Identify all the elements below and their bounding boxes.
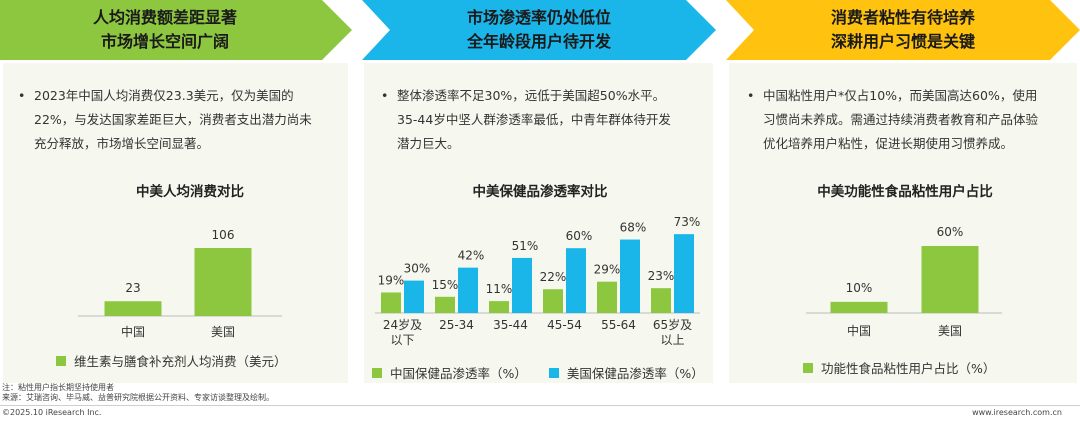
footer-copyright: ©2025.10 iResearch Inc. [2, 408, 102, 417]
bar-us-45-54 [566, 248, 586, 313]
x-tick-label: 55-64 [601, 318, 636, 332]
section-3-bullet-line-2: 习惯尚未养成。需通过持续消费者教育和产品体验 [763, 112, 1039, 127]
chart-3-title: 中美功能性食品粘性用户占比 [817, 184, 993, 200]
value-label: 10% [846, 281, 873, 295]
value-label: 23 [125, 281, 140, 295]
us-value-label: 51% [512, 239, 539, 253]
footer-note-1: 注：粘性用户指长期坚持使用者 [2, 383, 114, 392]
chart-3-legend-label: 功能性食品粘性用户占比（%） [821, 361, 996, 376]
us-value-label: 42% [458, 249, 485, 263]
legend-swatch-green [56, 355, 66, 366]
china-value-label: 23% [648, 269, 675, 283]
chart-3-legend: 功能性食品粘性用户占比（%） [803, 358, 995, 377]
section-3-bullet-line-3: 优化培养用户粘性，促进长期使用习惯养成。 [763, 136, 1014, 151]
bullet-dot: • [18, 88, 26, 103]
x-tick-label: 中国 [847, 323, 871, 338]
section-3-banner: 消费者粘性有待培养 深耕用户习惯是关键 [726, 0, 1080, 60]
bar-us-55-64 [620, 239, 640, 313]
x-tick-label: 美国 [938, 324, 962, 338]
section-2-panel [364, 63, 713, 383]
section-2-bullet-line-1: 整体渗透率不足30%，远低于美国超50%水平。 [397, 88, 666, 103]
bar-us-35-44 [512, 257, 532, 313]
section-3-bullet: • 中国粘性用户*仅占10%，而美国高达60%，使用 习惯尚未养成。需通过持续消… [747, 84, 1069, 156]
china-value-label: 19% [378, 273, 405, 287]
section-2-title-line-1: 市场渗透率仍处低位 [466, 8, 611, 27]
footer-note-2: 来源：艾瑞咨询、毕马威、益普研究院根据公开资料、专家访谈整理及绘制。 [2, 393, 274, 402]
section-2-title-line-2: 全年龄段用户待开发 [466, 32, 611, 51]
chart-2-title: 中美保健品渗透率对比 [472, 184, 608, 200]
bar-china-45-54 [543, 289, 563, 313]
chart-1-legend-label: 维生素与膳食补充剂人均消费（美元） [74, 354, 287, 369]
section-1-title-line-2: 市场增长空间广阔 [100, 32, 229, 51]
banner-2-shape [362, 0, 716, 60]
bar-us-25-34 [458, 267, 478, 313]
section-1-bullet-line-3: 充分释放，市场增长空间显著。 [34, 136, 210, 151]
x-tick-label: 35-44 [493, 318, 528, 332]
legend-swatch-green [372, 367, 382, 378]
x-tick-label: 美国 [211, 325, 235, 339]
bar-中国 [104, 301, 162, 316]
chart-1-legend: 维生素与膳食补充剂人均消费（美元） [56, 351, 287, 370]
chart-2-legend-label-china: 中国保健品渗透率（%） [390, 366, 527, 381]
bullet-dot: • [747, 88, 755, 103]
x-tick-label: 24岁及 [383, 317, 422, 332]
section-1-bullet: • 2023年中国人均消费仅23.3美元，仅为美国的 22%，与发达国家差距巨大… [18, 84, 339, 156]
x-tick-label: 25-34 [439, 318, 474, 332]
bar-us-24岁及以下 [404, 280, 424, 313]
x-tick-label: 以下 [390, 333, 414, 347]
bar-china-65岁及以上 [651, 288, 671, 313]
value-label: 106 [212, 228, 235, 242]
x-tick-label: 45-54 [547, 318, 582, 332]
banner-1-shape [0, 0, 352, 60]
us-value-label: 30% [404, 262, 431, 276]
bar-美国 [921, 246, 979, 313]
bar-china-25-34 [435, 296, 455, 313]
section-2-banner: 市场渗透率仍处低位 全年龄段用户待开发 [362, 0, 716, 60]
chart-2-legend-label-us: 美国保健品渗透率（%） [566, 366, 704, 381]
bar-china-55-64 [597, 281, 617, 313]
bar-美国 [194, 248, 252, 316]
chart-1-title: 中美人均消费对比 [136, 184, 244, 200]
bar-china-24岁及以下 [381, 292, 401, 313]
x-tick-label: 中国 [121, 324, 145, 339]
section-2-bullet: • 整体渗透率不足30%，远低于美国超50%水平。 35-44岁中坚人群渗透率最… [381, 84, 707, 156]
value-label: 60% [937, 225, 964, 239]
bar-china-35-44 [489, 301, 509, 313]
banner-3-shape [726, 0, 1080, 60]
x-tick-label: 65岁及 [653, 317, 692, 332]
section-1-panel [3, 63, 348, 383]
footer-divider [0, 405, 1080, 406]
china-value-label: 22% [540, 270, 567, 284]
section-1-bullet-line-2: 22%，与发达国家差距巨大，消费者支出潜力尚未 [34, 112, 312, 127]
section-1-banner: 人均消费额差距显著 市场增长空间广阔 [0, 0, 352, 60]
section-3-panel [729, 63, 1077, 383]
china-value-label: 15% [432, 278, 459, 292]
us-value-label: 73% [674, 215, 701, 229]
bar-中国 [830, 301, 888, 313]
section-3-bullet-line-1: 中国粘性用户*仅占10%，而美国高达60%，使用 [763, 88, 1038, 103]
section-1-bullet-line-1: 2023年中国人均消费仅23.3美元，仅为美国的 [34, 88, 294, 103]
china-value-label: 29% [594, 263, 621, 277]
section-2-bullet-line-2: 35-44岁中坚人群渗透率最低，中青年群体待开发 [397, 112, 671, 127]
section-1-title-line-1: 人均消费额差距显著 [92, 8, 237, 27]
section-2-bullet-line-3: 潜力巨大。 [397, 136, 460, 151]
chart-2-legend: 中国保健品渗透率（%） 美国保健品渗透率（%） [372, 363, 704, 382]
footer-website: www.iresearch.com.cn [972, 408, 1062, 417]
x-tick-label: 以上 [660, 333, 684, 347]
china-value-label: 11% [486, 282, 513, 296]
bullet-dot: • [381, 88, 389, 103]
us-value-label: 60% [566, 229, 593, 243]
section-3-title-line-1: 消费者粘性有待培养 [830, 8, 975, 27]
us-value-label: 68% [620, 221, 647, 235]
bar-us-65岁及以上 [674, 234, 694, 313]
section-3-title-line-2: 深耕用户习惯是关键 [830, 32, 975, 51]
legend-swatch-cyan [548, 367, 559, 378]
legend-swatch-green [803, 362, 813, 373]
